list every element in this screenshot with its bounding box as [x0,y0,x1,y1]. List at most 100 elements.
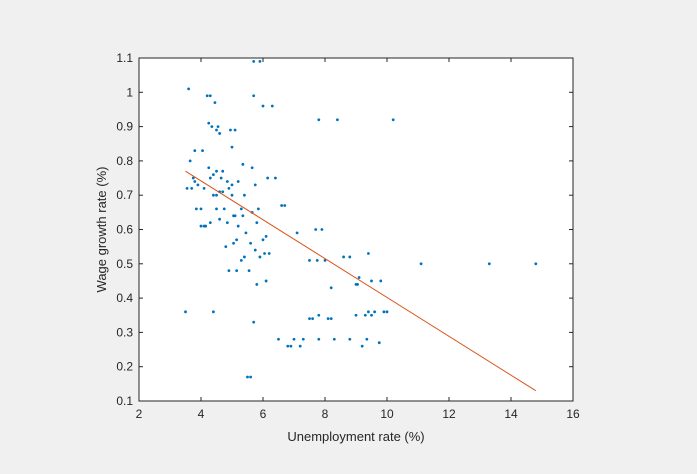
data-point [190,186,194,190]
data-point [235,269,239,273]
data-point [230,183,234,187]
data-point [348,337,352,341]
data-point [188,159,192,163]
data-point [219,176,223,180]
x-tick-label: 12 [442,407,456,421]
data-point [205,94,209,98]
y-tick-label: 0.4 [116,291,133,305]
y-tick-label: 1 [126,85,133,99]
data-point [224,245,228,249]
x-axis-ticks: 2 4 6 8 10 12 14 16 [136,58,580,421]
data-point [236,180,240,183]
data-point [258,255,262,259]
data-point [233,128,237,132]
data-point [261,104,265,108]
data-point [216,125,220,128]
data-point [363,313,367,317]
y-tick-label: 0.2 [116,360,133,374]
data-point [270,104,274,108]
y-tick-label: 0.5 [116,257,133,271]
x-tick-label: 14 [504,407,518,421]
fit-line [185,170,537,392]
data-point [280,204,283,207]
data-point [194,207,198,211]
y-tick-label: 0.6 [116,223,133,237]
data-point [184,310,187,314]
data-point [208,221,212,225]
data-point [212,310,215,314]
data-point [317,313,321,317]
y-tick-label: 0.9 [116,120,133,134]
data-point [221,169,225,173]
data-point [187,87,191,91]
data-point [391,118,395,122]
data-point [314,228,318,231]
data-point [360,344,364,348]
data-point [252,94,256,98]
data-point [323,258,327,262]
data-point [377,341,381,345]
data-point [243,193,246,197]
data-point [329,317,333,321]
data-point [212,193,215,197]
data-point [244,231,248,235]
data-point [185,186,189,190]
data-point [253,248,257,252]
data-point [315,258,319,262]
data-point [370,279,373,283]
data-point [295,231,299,235]
data-point [207,166,211,170]
data-point [348,255,352,259]
data-point [379,279,383,283]
data-point [266,176,270,180]
plot-layer [184,60,538,392]
data-point [332,337,336,341]
x-tick-label: 6 [260,407,267,421]
data-point [196,183,200,187]
data-point [385,310,389,314]
data-point [367,252,370,255]
data-point [365,337,369,341]
data-point [218,217,222,221]
data-point [317,337,321,341]
data-point [256,207,260,211]
data-point [227,186,231,190]
data-point [258,60,262,63]
data-point [252,320,256,324]
data-point [311,317,314,321]
data-point [247,269,251,273]
data-point [230,193,234,197]
data-point [213,101,217,104]
data-point [487,262,491,266]
data-point [235,238,239,242]
data-point [199,224,203,228]
data-point [298,344,302,348]
x-tick-label: 2 [136,407,143,421]
data-point [218,132,222,135]
data-point [236,224,240,228]
data-point [210,125,214,128]
data-point [329,286,333,290]
data-point [356,282,359,286]
data-point [215,207,218,211]
x-tick-label: 10 [380,407,394,421]
y-tick-label: 0.1 [116,394,133,408]
data-point [370,313,373,317]
data-point [264,279,268,283]
data-point [357,276,361,279]
data-point [246,375,249,379]
data-point [191,176,195,180]
data-point [207,121,211,125]
data-point [215,193,218,197]
data-point [199,207,203,211]
y-axis-label: Wage growth rate (%) [94,167,109,293]
data-point [233,214,237,218]
data-point [239,207,243,211]
data-point [308,317,311,321]
data-point [264,234,268,238]
data-point [243,255,246,259]
data-point [222,207,226,211]
x-tick-label: 8 [322,407,329,421]
data-point [301,337,305,341]
